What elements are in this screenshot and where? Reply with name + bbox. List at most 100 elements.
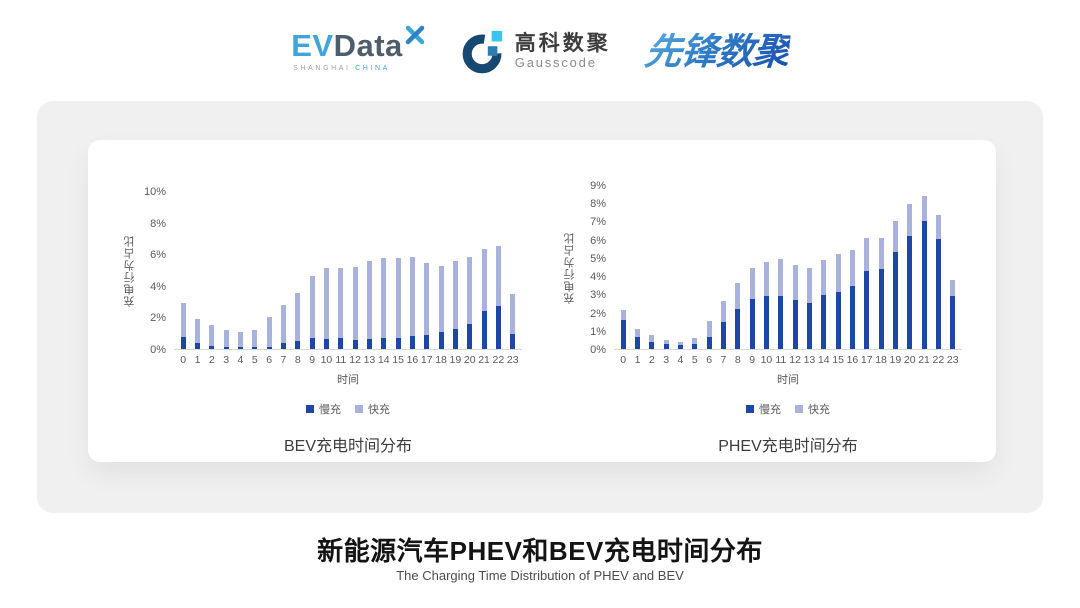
bar-slot: [477, 249, 491, 349]
x-axis-spacer: [122, 354, 174, 366]
stacked-bar-hour-0: [620, 309, 626, 349]
gausscode-logo: 高科数聚 Gausscode: [460, 28, 611, 74]
x-tick-label: 6: [706, 354, 713, 366]
stacked-bar-hour-23: [950, 279, 956, 349]
slow-charge-segment: [381, 337, 387, 349]
fast-charge-segment: [352, 266, 358, 340]
plot-area: [614, 186, 962, 350]
charts-card: 充电行为占比 0% 2% 4% 6% 8% 10% 0 1 2 3 4 5 6 7 8 9 10 11 12 13 1…: [88, 140, 996, 462]
bar-slot: [802, 267, 816, 349]
bar-slot: [874, 237, 888, 349]
slow-charge-segment: [280, 343, 286, 349]
x-tick-label: 3: [223, 354, 230, 366]
x-tick-label: 0: [180, 354, 187, 366]
slow-charge-segment: [223, 347, 229, 349]
bar-slot: [645, 335, 659, 349]
header-logo-row: EV Data SHANGHAI CHINA 高科数聚 Gausscode 先锋…: [0, 20, 1080, 82]
x-tick-label: 7: [280, 354, 287, 366]
x-tick-label: 9: [309, 354, 316, 366]
fast-charge-segment: [763, 262, 769, 297]
fast-charge-segment: [849, 249, 855, 287]
slow-charge-segment: [467, 323, 473, 349]
x-axis-ticks-row: 0 1 2 3 4 5 6 7 8 9 10 11 12 13 14 15 16 17 18 19 20 21 22 23: [122, 354, 522, 366]
x-axis-ticks: 0 1 2 3 4 5 6 7 8 9 10 11 12 13 14 15 16 17 18 19 20 21 22 23: [174, 354, 522, 366]
bar-slot: [491, 246, 505, 349]
bar-slot: [276, 304, 290, 349]
bar-slot: [190, 319, 204, 349]
xianfeng-shuju-logo: 先锋数聚: [642, 30, 791, 72]
fast-charge-segment: [692, 338, 698, 344]
fast-charge-segment: [481, 249, 487, 312]
bar-slot: [362, 260, 376, 349]
slow-charge-segment: [481, 311, 487, 349]
stacked-bar-hour-17: [424, 262, 430, 349]
x-tick-label: 3: [663, 354, 670, 366]
legend-label-slow: 慢充: [759, 404, 781, 416]
stacked-bar-hour-1: [194, 319, 200, 349]
gray-background-panel: 充电行为占比 0% 2% 4% 6% 8% 10% 0 1 2 3 4 5 6 7 8 9 10 11 12 13 1…: [37, 101, 1043, 513]
slow-charge-segment: [649, 341, 655, 349]
fast-charge-segment: [663, 339, 669, 345]
x-tick-label: 15: [832, 354, 844, 366]
bar-slot: [903, 204, 917, 349]
fast-charge-segment: [892, 221, 898, 253]
fast-charge-segment: [649, 335, 655, 342]
bar-slot: [233, 331, 247, 349]
stacked-bar-hour-8: [295, 292, 301, 349]
slow-charge-segment: [424, 334, 430, 349]
stacked-bar-hour-0: [180, 303, 186, 349]
bar-slot: [391, 258, 405, 349]
fast-charge-segment: [252, 330, 258, 348]
x-tick-label: 16: [846, 354, 859, 366]
fast-charge-segment: [180, 303, 186, 338]
bar-slot: [659, 339, 673, 349]
bar-slot: [688, 338, 702, 349]
x-tick-label: 18: [435, 354, 447, 366]
gausscode-english-name: Gausscode: [514, 54, 597, 70]
stacked-bar-hour-20: [467, 256, 473, 349]
slow-charge-segment: [194, 343, 200, 349]
stacked-bar-hour-10: [323, 267, 329, 349]
bar-slot: [845, 249, 859, 349]
stacked-bar-hour-15: [395, 258, 401, 349]
x-axis-ticks-row: 0 1 2 3 4 5 6 7 8 9 10 11 12 13 14 15 16 17 18 19 20 21 22 23: [562, 354, 962, 366]
x-tick-label: 0: [620, 354, 627, 366]
y-tick-label: 0%: [150, 344, 166, 356]
legend-item-slow: 慢充: [306, 401, 341, 417]
bar-slot: [817, 259, 831, 349]
x-tick-label: 2: [208, 354, 215, 366]
propeller-x-icon: [405, 25, 425, 45]
slow-charge-segment: [295, 341, 301, 349]
bar-slot: [348, 266, 362, 349]
fast-charge-segment: [495, 246, 501, 307]
evdata-wordmark: EV Data: [291, 25, 426, 63]
fast-charge-segment: [835, 254, 841, 292]
stacked-bar-hour-2: [209, 325, 215, 349]
fast-charge-segment: [778, 258, 784, 297]
stacked-bar-hour-21: [481, 249, 487, 349]
bar-slot: [248, 330, 262, 349]
x-axis-title: 时间: [777, 374, 799, 386]
bar-slot: [291, 292, 305, 349]
slow-charge-swatch-icon: [306, 405, 314, 413]
y-axis-ticks: 0% 2% 4% 6% 8% 10%: [138, 186, 174, 356]
chart-title-phev: PHEV充电时间分布: [718, 438, 858, 455]
x-tick-label: 2: [648, 354, 655, 366]
chart-title-bev: BEV充电时间分布: [283, 438, 413, 455]
stacked-bar-hour-19: [892, 221, 898, 349]
stacked-bar-hour-9: [749, 267, 755, 349]
evdata-ev-text: EV: [291, 28, 334, 63]
x-tick-label: 16: [406, 354, 419, 366]
fast-charge-segment: [806, 267, 812, 303]
fast-charge-segment: [634, 328, 640, 338]
fast-charge-segment: [510, 293, 516, 334]
slow-charge-segment: [763, 296, 769, 349]
bar-slot: [434, 266, 448, 349]
slow-charge-segment: [692, 343, 698, 349]
bar-slot: [731, 283, 745, 349]
slow-charge-segment: [663, 344, 669, 349]
slow-charge-segment: [309, 337, 315, 349]
bar-slot: [616, 309, 630, 349]
x-tick-label: 22: [932, 354, 945, 366]
x-axis-title-row: 时间: [562, 370, 962, 388]
